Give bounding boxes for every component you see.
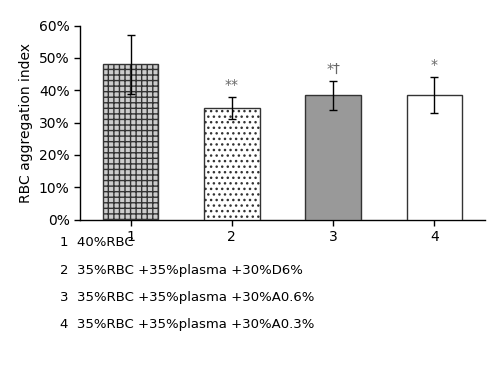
Bar — [306, 95, 361, 220]
Text: 3  35%RBC +35%plasma +30%A0.6%: 3 35%RBC +35%plasma +30%A0.6% — [60, 291, 314, 304]
Text: 2  35%RBC +35%plasma +30%D6%: 2 35%RBC +35%plasma +30%D6% — [60, 264, 303, 277]
Text: *: * — [431, 59, 438, 72]
Bar — [406, 95, 462, 220]
Bar — [204, 108, 260, 220]
Text: *†: *† — [326, 62, 340, 76]
Text: 1  40%RBC: 1 40%RBC — [60, 236, 134, 249]
Text: 4  35%RBC +35%plasma +30%A0.3%: 4 35%RBC +35%plasma +30%A0.3% — [60, 318, 314, 332]
Bar — [103, 64, 158, 220]
Y-axis label: RBC aggregation index: RBC aggregation index — [20, 42, 34, 203]
Text: **: ** — [225, 78, 239, 92]
